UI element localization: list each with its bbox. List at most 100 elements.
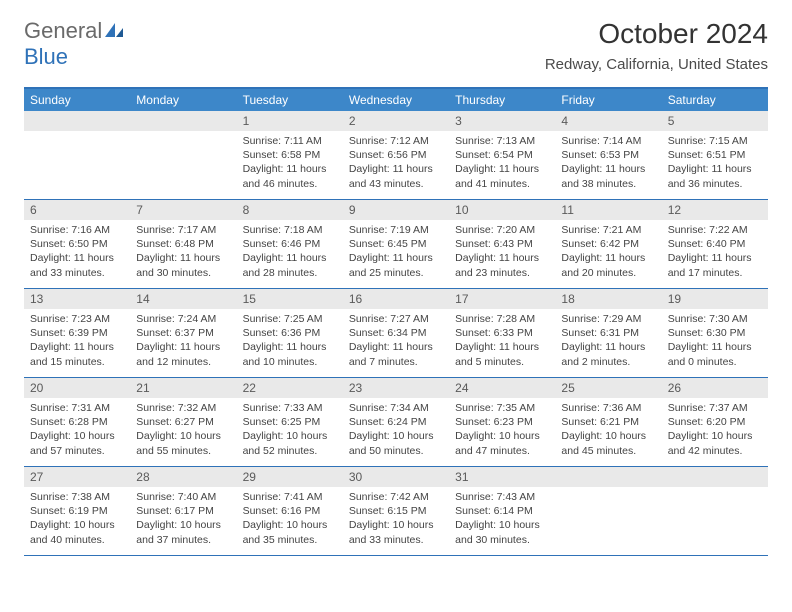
sunrise-line: Sunrise: 7:25 AM [243,312,337,326]
calendar-cell: 8Sunrise: 7:18 AMSunset: 6:46 PMDaylight… [237,200,343,288]
day-number: 28 [130,467,236,487]
day-number: 26 [662,378,768,398]
daylight-line: Daylight: 11 hours and 17 minutes. [668,251,762,279]
calendar-cell: 11Sunrise: 7:21 AMSunset: 6:42 PMDayligh… [555,200,661,288]
day-details: Sunrise: 7:28 AMSunset: 6:33 PMDaylight:… [449,309,555,375]
sunset-line: Sunset: 6:24 PM [349,415,443,429]
day-details: Sunrise: 7:32 AMSunset: 6:27 PMDaylight:… [130,398,236,464]
calendar-cell: 21Sunrise: 7:32 AMSunset: 6:27 PMDayligh… [130,378,236,466]
daylight-line: Daylight: 10 hours and 57 minutes. [30,429,124,457]
day-headers-row: SundayMondayTuesdayWednesdayThursdayFrid… [24,89,768,111]
day-details: Sunrise: 7:24 AMSunset: 6:37 PMDaylight:… [130,309,236,375]
day-number: 4 [555,111,661,131]
calendar-cell: 26 Sunrise: 7:37 AMSunset: 6:20 PMDayligh… [662,378,768,466]
day-number: 9 [343,200,449,220]
calendar-cell: 25Sunrise: 7:36 AMSunset: 6:21 PMDayligh… [555,378,661,466]
day-number: 19 [662,289,768,309]
sunrise-line: Sunrise: 7:15 AM [668,134,762,148]
sunset-line: Sunset: 6:42 PM [561,237,655,251]
day-details: Sunrise: 7:30 AMSunset: 6:30 PMDaylight:… [662,309,768,375]
sunrise-line: Sunrise: 7:17 AM [136,223,230,237]
day-details: Sunrise: 7:18 AMSunset: 6:46 PMDaylight:… [237,220,343,286]
calendar-cell [130,111,236,199]
sunset-line: Sunset: 6:20 PM [668,415,762,429]
daylight-line: Daylight: 10 hours and 45 minutes. [561,429,655,457]
day-header: Friday [555,89,661,111]
sunset-line: Sunset: 6:37 PM [136,326,230,340]
day-details: Sunrise: 7:27 AMSunset: 6:34 PMDaylight:… [343,309,449,375]
sunset-line: Sunset: 6:34 PM [349,326,443,340]
day-details: Sunrise: 7:21 AMSunset: 6:42 PMDaylight:… [555,220,661,286]
daylight-line: Daylight: 11 hours and 7 minutes. [349,340,443,368]
sunset-line: Sunset: 6:14 PM [455,504,549,518]
sunrise-line: Sunrise: 7:32 AM [136,401,230,415]
day-details: Sunrise: 7:25 AMSunset: 6:36 PMDaylight:… [237,309,343,375]
sunset-line: Sunset: 6:53 PM [561,148,655,162]
day-number: 11 [555,200,661,220]
day-details: Sunrise: 7:13 AMSunset: 6:54 PMDaylight:… [449,131,555,197]
calendar-cell [24,111,130,199]
day-number: 3 [449,111,555,131]
day-number: 8 [237,200,343,220]
sunrise-line: Sunrise: 7:36 AM [561,401,655,415]
logo-text: General Blue [24,18,124,70]
logo-text-blue: Blue [24,44,68,69]
sunset-line: Sunset: 6:33 PM [455,326,549,340]
day-details: Sunrise: 7:33 AMSunset: 6:25 PMDaylight:… [237,398,343,464]
daylight-line: Daylight: 11 hours and 20 minutes. [561,251,655,279]
calendar-cell: 3Sunrise: 7:13 AMSunset: 6:54 PMDaylight… [449,111,555,199]
sunrise-line: Sunrise: 7:41 AM [243,490,337,504]
sunset-line: Sunset: 6:15 PM [349,504,443,518]
calendar-cell: 24Sunrise: 7:35 AMSunset: 6:23 PMDayligh… [449,378,555,466]
daylight-line: Daylight: 11 hours and 36 minutes. [668,162,762,190]
title-block: October 2024 Redway, California, United … [545,18,768,73]
calendar-cell: 5Sunrise: 7:15 AMSunset: 6:51 PMDaylight… [662,111,768,199]
sunset-line: Sunset: 6:19 PM [30,504,124,518]
daylight-line: Daylight: 11 hours and 33 minutes. [30,251,124,279]
daylight-line: Daylight: 10 hours and 37 minutes. [136,518,230,546]
location-subtitle: Redway, California, United States [545,56,768,73]
day-number: 2 [343,111,449,131]
sunset-line: Sunset: 6:54 PM [455,148,549,162]
day-details: Sunrise: 7:16 AMSunset: 6:50 PMDaylight:… [24,220,130,286]
daylight-line: Daylight: 11 hours and 30 minutes. [136,251,230,279]
calendar-cell: 22Sunrise: 7:33 AMSunset: 6:25 PMDayligh… [237,378,343,466]
sunset-line: Sunset: 6:30 PM [668,326,762,340]
sunset-line: Sunset: 6:27 PM [136,415,230,429]
daylight-line: Daylight: 10 hours and 35 minutes. [243,518,337,546]
day-number: 27 [24,467,130,487]
sunrise-line: Sunrise: 7:37 AM [668,401,762,415]
calendar-cell: 9Sunrise: 7:19 AMSunset: 6:45 PMDaylight… [343,200,449,288]
day-details: Sunrise: 7:17 AMSunset: 6:48 PMDaylight:… [130,220,236,286]
sunset-line: Sunset: 6:25 PM [243,415,337,429]
calendar-weeks: 1Sunrise: 7:11 AMSunset: 6:58 PMDaylight… [24,111,768,556]
sunrise-line: Sunrise: 7:30 AM [668,312,762,326]
day-details: Sunrise: 7:40 AMSunset: 6:17 PMDaylight:… [130,487,236,553]
sunrise-line: Sunrise: 7:28 AM [455,312,549,326]
day-number: 31 [449,467,555,487]
day-header: Saturday [662,89,768,111]
daylight-line: Daylight: 11 hours and 10 minutes. [243,340,337,368]
daylight-line: Daylight: 10 hours and 40 minutes. [30,518,124,546]
day-details: Sunrise: 7:43 AMSunset: 6:14 PMDaylight:… [449,487,555,553]
day-details: Sunrise: 7:12 AMSunset: 6:56 PMDaylight:… [343,131,449,197]
day-header: Wednesday [343,89,449,111]
day-number [662,467,768,487]
daylight-line: Daylight: 10 hours and 42 minutes. [668,429,762,457]
day-number: 12 [662,200,768,220]
calendar-cell: 1Sunrise: 7:11 AMSunset: 6:58 PMDaylight… [237,111,343,199]
daylight-line: Daylight: 11 hours and 15 minutes. [30,340,124,368]
sunset-line: Sunset: 6:43 PM [455,237,549,251]
page-title: October 2024 [545,18,768,50]
calendar-cell: 12Sunrise: 7:22 AMSunset: 6:40 PMDayligh… [662,200,768,288]
sunset-line: Sunset: 6:56 PM [349,148,443,162]
day-details: Sunrise: 7:42 AMSunset: 6:15 PMDaylight:… [343,487,449,553]
daylight-line: Daylight: 11 hours and 41 minutes. [455,162,549,190]
day-number: 6 [24,200,130,220]
day-number: 5 [662,111,768,131]
day-number [24,111,130,131]
daylight-line: Daylight: 11 hours and 46 minutes. [243,162,337,190]
calendar-cell: 17Sunrise: 7:28 AMSunset: 6:33 PMDayligh… [449,289,555,377]
calendar-cell: 10Sunrise: 7:20 AMSunset: 6:43 PMDayligh… [449,200,555,288]
sunset-line: Sunset: 6:28 PM [30,415,124,429]
